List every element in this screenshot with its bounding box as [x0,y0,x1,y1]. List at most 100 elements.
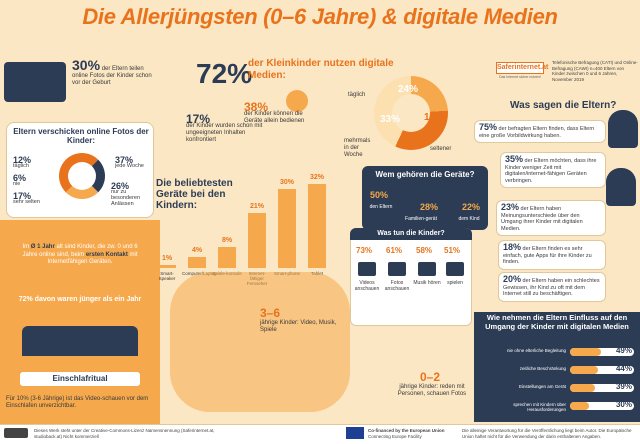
owners-panel [362,166,488,230]
influence-bar-fill [570,384,595,392]
influence-bar-track [570,348,634,356]
activity-value: 61% [386,246,403,255]
parent-stat: 35% der Eltern möchten, dass ihre Kinder… [500,152,606,188]
activities-title: Was tun die Kinder? [350,228,472,240]
usage-frequency-donut-hole [392,94,430,132]
influence-bar-fill [570,366,598,374]
parents-title: Was sagen die Eltern? [510,100,617,111]
bar-value-label: 32% [309,174,324,181]
bar-4 [278,189,296,268]
license-text: Dieses Werk steht unter der Creative-Com… [34,428,215,439]
influence-value: 49% [615,346,632,355]
page-title: Die Allerjüngsten (0–6 Jahre) & digitale… [82,4,558,29]
influence-bar-track [570,402,634,410]
self-operate-stat: 38% der Kinder können die Geräte allein … [244,100,318,125]
mother-icon [608,110,638,148]
age-0-2-text: jährige Kinder: reden mit Personen, scha… [397,384,467,397]
age-3-6-text: jährige Kinder: Video, Musik, Spiele [260,320,337,333]
kids-illustration [170,272,350,412]
bar-0 [158,265,176,268]
owner-value: 28% [420,202,439,212]
share-photos-title: Eltern verschicken online Fotos der Kind… [13,127,149,145]
influence-label: nie ohne elterliche Begleitung [506,348,566,353]
survey-source: Telefonische Befragung (CATI) und Online… [552,60,638,82]
bar-5 [308,184,326,268]
influence-title: Wie nehmen die Eltern Einfluss auf den U… [485,313,629,331]
bar-value-label: 21% [249,203,264,210]
video-icon [358,262,376,276]
share-stat: 17% sehr selten [13,191,40,206]
share-photos-card: Eltern verschicken online Fotos der Kind… [6,122,154,218]
influence-row: nie ohne elterliche Begleitung 49% [478,346,636,358]
saferinternet-tagline: Das Internet sicher nutzen! [499,75,541,79]
activity-label: Fotos anschauen [384,280,410,292]
ritual-label: Einschlafritual [20,372,140,386]
eu-cef-text: Connecting Europe Facility [368,434,422,439]
creative-commons-icon [4,428,28,438]
ultrasound-icon [4,62,66,102]
influence-label: Einstellungen am Gerät [518,384,566,389]
bed-illustration-icon [22,326,138,356]
owner-value: 22% [462,202,481,212]
devices-chart-title: Die beliebtesten Geräte bei den Kindern: [156,178,233,211]
activity-value: 73% [356,246,373,255]
self-operate-value: 38% [244,100,269,114]
owner-label: Familien-gerät [405,216,437,222]
usage-label: mehrmals in der Woche [344,138,371,158]
usage-value: 15% [424,112,445,123]
parent-stat: 75% der befragten Eltern finden, dass El… [474,120,606,143]
influence-value: 44% [615,364,632,373]
influence-bar-fill [570,348,601,356]
bar-1 [188,257,206,268]
parent-stat: 23% der Eltern haben Meinungsunterschied… [496,200,606,236]
bar-value-label: 8% [221,237,233,244]
bar-2 [218,247,236,268]
music-icon [418,262,436,276]
age-0-2-label: 0–2 [420,370,441,384]
share-photos-donut [59,153,105,199]
influence-label: zeitliche Beschränkung [519,366,566,371]
eu-cofinanced-text: Co-financed by the European Union [368,428,445,433]
owner-label: den Eltern [369,204,393,210]
bar-category-label: Smart-Speaker [158,271,176,281]
influence-label: sprechen mit Kindern über Herausforderun… [513,402,566,412]
self-operate-text: der Kinder können die Geräte allein bedi… [244,111,305,124]
influence-bar-fill [570,402,589,410]
camera-icon [388,262,406,276]
activity-label: spielen [447,280,463,286]
gamepad-icon [446,262,464,276]
unsuitable-content-text: der Kinder wurden schon mit ungeeigneten… [186,123,263,143]
bar-value-label: 30% [279,179,294,186]
parent-stat: 18% der Eltern finden es sehr einfach, g… [498,240,606,270]
bar-value-label: 4% [191,247,203,254]
share-stat: 12% täglich [13,155,32,170]
influence-bar-track [570,366,634,374]
bar-value-label: 1% [161,255,173,262]
owners-title: Wem gehören die Geräte? [375,170,475,179]
influence-row: Einstellungen am Gerät 39% [478,382,636,394]
usage-label: täglich [348,92,366,98]
activities-panel [350,228,472,326]
bar-3 [248,213,266,268]
headline-value: 72% [196,58,253,89]
influence-value: 39% [615,382,632,391]
activity-value: 58% [416,246,433,255]
younger-than-one-stat: 72% davon waren jünger als ein Jahr [18,296,142,303]
sun-icon [286,90,308,112]
usage-value: 33% [380,114,401,125]
parent-stat: 20% der Eltern haben ein schlechtes Gewi… [498,272,606,302]
activity-label: Musik hören [413,280,441,286]
photos-online-text: der Eltern teilen online Fotos der Kinde… [72,66,152,86]
disclaimer-text: Die alleinige Verantwortung für die Verö… [462,428,632,439]
influence-value: 30% [615,400,632,409]
owner-value: 50% [370,190,389,200]
activity-value: 51% [444,246,461,255]
share-stat: 26% nur zu besonderen Anlässen [111,181,141,208]
age-3-6-label: 3–6 [260,306,281,320]
share-stat: 37% jede Woche [115,155,144,170]
unsuitable-content-stat: 17% der Kinder wurden schon mit ungeeign… [186,112,268,144]
usage-label: seltener [430,146,452,152]
eu-flag-icon [346,427,364,439]
unsuitable-content-value: 17% [186,112,211,126]
first-contact-text: Im Ø 1 Jahr alt sind Kinder, die zw. 0 u… [22,244,138,265]
